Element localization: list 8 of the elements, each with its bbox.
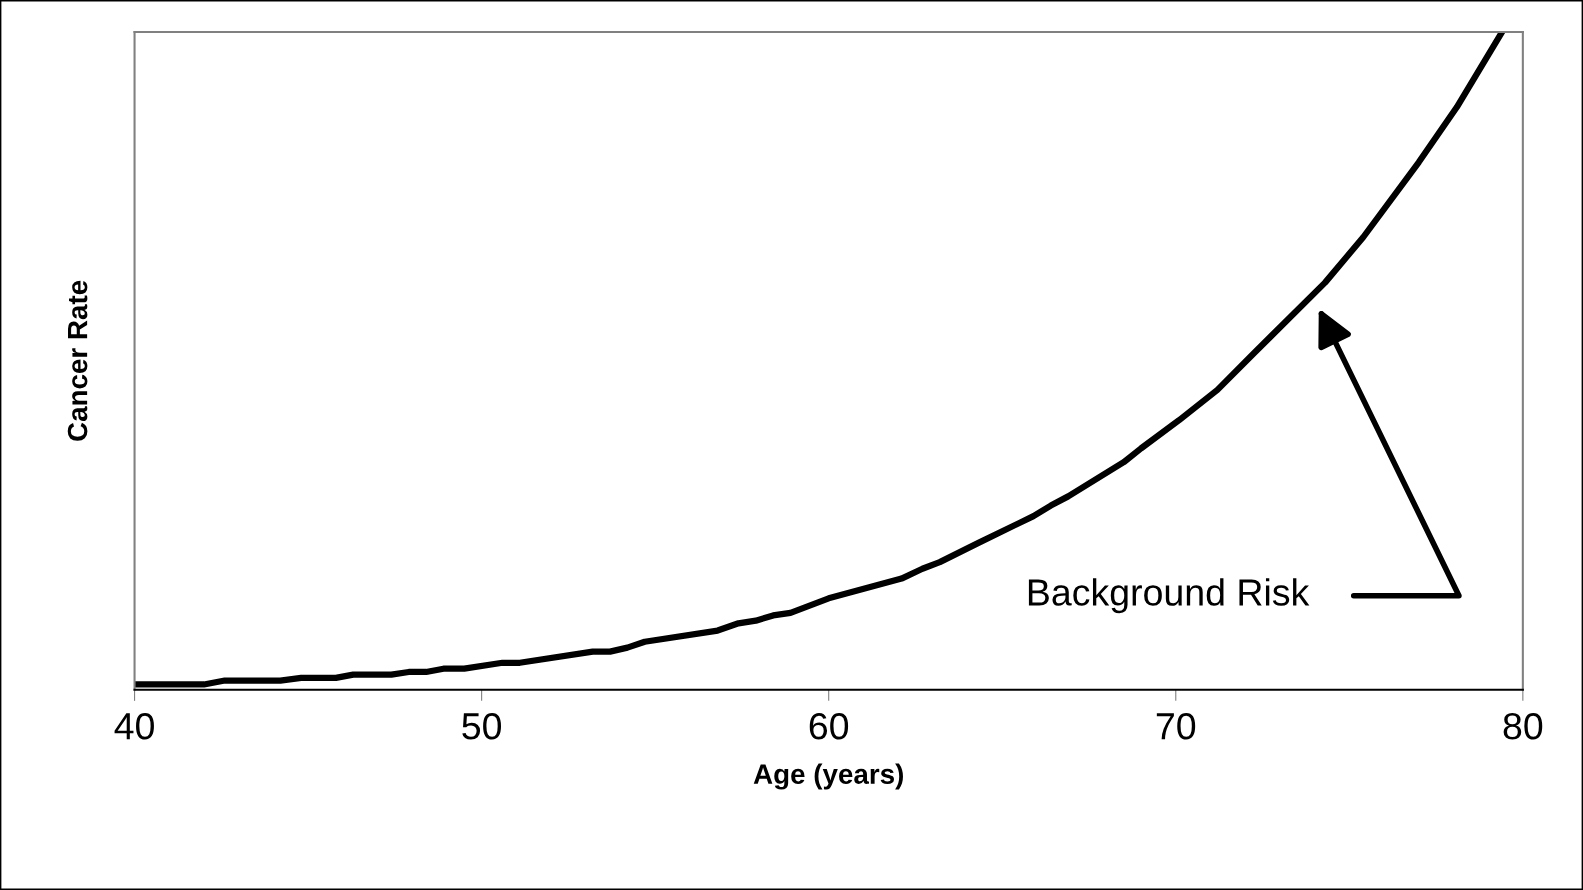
x-tick-label: 80 [1503, 712, 1543, 740]
x-tick-label: 60 [809, 712, 849, 740]
x-tick-label: 50 [462, 712, 502, 740]
x-tick-label: 40 [114, 712, 154, 740]
x-tick-label: 70 [1156, 712, 1196, 740]
x-axis-title: Age (years) [753, 763, 903, 790]
y-axis-title: Cancer Rate [67, 280, 88, 441]
annotation: Background Risk [1028, 578, 1310, 614]
